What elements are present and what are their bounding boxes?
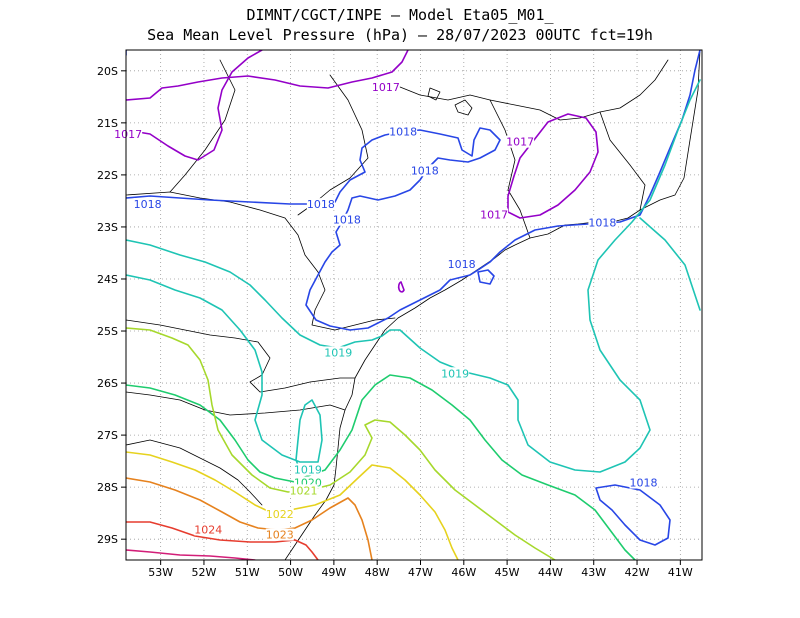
lat-tick-label: 20S [97, 65, 118, 78]
state-border-7 [489, 99, 531, 239]
contour-label-bg [265, 507, 294, 520]
contour-label-bg [289, 484, 318, 497]
contour-label-bg [114, 127, 143, 140]
contour-label: 1017 [114, 128, 142, 141]
contour-label-bg [629, 476, 658, 489]
lat-tick-label: 23S [97, 221, 118, 234]
lon-tick-label: 52W [192, 566, 217, 579]
contour-label: 1017 [506, 136, 534, 149]
state-border-1 [126, 191, 396, 331]
lon-tick-label: 51W [235, 566, 260, 579]
lat-tick-label: 21S [97, 117, 118, 130]
contour-label-bg [332, 213, 361, 226]
lat-tick-label: 24S [97, 273, 118, 286]
contour-label-bg [410, 164, 439, 177]
contour-label-bg [506, 135, 535, 148]
lon-tick-label: 44W [538, 566, 563, 579]
contour-label: 1018 [588, 216, 616, 229]
isobar-1019 [126, 79, 701, 473]
contour-labels: 1017 1017 1017 1017 1018 1018 1018 1018 1018 1018… [114, 81, 658, 542]
lat-tick-label: 26S [97, 377, 118, 390]
contour-label: 1019 [441, 367, 469, 380]
lon-tick-label: 42W [625, 566, 650, 579]
island-2 [427, 87, 441, 101]
chart-title-line-2: Sea Mean Level Pressure (hPa) – 28/07/20… [147, 26, 653, 44]
contour-label-bg [306, 198, 335, 211]
isobar-1024 [126, 521, 319, 560]
contour-label: 1021 [290, 484, 318, 497]
lon-tick-label: 50W [278, 566, 303, 579]
contour-label: 1018 [630, 477, 658, 490]
isobar-1021 [126, 327, 556, 560]
lon-tick-label: 47W [408, 566, 433, 579]
contour-label: 1018 [333, 214, 361, 227]
lon-tick-label: 43W [581, 566, 606, 579]
contour-label-bg [293, 463, 322, 476]
state-border-8 [599, 111, 646, 211]
lat-tick-label: 28S [97, 481, 118, 494]
contour-label-bg [265, 528, 294, 541]
lon-tick-label: 46W [451, 566, 476, 579]
contour-label-bg [447, 257, 476, 270]
state-border-3 [126, 391, 346, 416]
isobar-1025 [126, 549, 256, 560]
contour-label: 1018 [134, 198, 162, 211]
isobar-1020 [126, 374, 636, 560]
lon-tick-label: 41W [668, 566, 693, 579]
coastline [284, 50, 701, 560]
contour-label: 1023 [266, 529, 294, 542]
lat-tick-label: 25S [97, 325, 118, 338]
lon-tick-label: 53W [148, 566, 173, 579]
lat-tick-label: 29S [97, 533, 118, 546]
contour-label: 1019 [324, 346, 352, 359]
chart-title-line-1: DIMNT/CGCT/INPE – Model Eta05_M01_ [246, 6, 554, 24]
contour-label-bg [133, 198, 162, 211]
isobar-1017 [126, 50, 599, 293]
contour-label: 1018 [411, 164, 439, 177]
lat-lon-grid [126, 50, 702, 560]
lat-tick-label: 27S [97, 429, 118, 442]
lat-tick-label: 22S [97, 169, 118, 182]
contour-label: 1022 [266, 508, 294, 521]
contour-label-bg [324, 346, 353, 359]
contour-label-bg [480, 208, 509, 221]
isobar-1023 [126, 477, 373, 560]
state-border-5 [297, 74, 369, 216]
map-frame [125, 49, 703, 561]
axis-ticks: 53W 52W 51W 50W 49W 48W 47W 46W 45W 44W 43W 42W 41W 2… [97, 65, 693, 579]
isobar-1022 [126, 451, 459, 560]
contour-label: 1017 [480, 209, 508, 222]
contour-label-bg [389, 125, 418, 138]
island-1 [454, 99, 473, 116]
contour-label: 1018 [448, 258, 476, 271]
country-border [126, 439, 263, 506]
contour-label-bg [194, 523, 223, 536]
contour-label: 1018 [307, 198, 335, 211]
state-border-4 [169, 59, 236, 193]
lon-tick-label: 45W [495, 566, 520, 579]
contour-label: 1017 [372, 81, 400, 94]
lon-tick-label: 48W [365, 566, 390, 579]
contour-label-bg [371, 81, 400, 94]
isobar-1018 [126, 50, 701, 546]
contour-label: 1019 [294, 464, 322, 477]
contour-label: 1018 [389, 125, 417, 138]
contour-label-bg [588, 216, 617, 229]
state-border-6 [394, 59, 669, 121]
contour-label: 1024 [194, 523, 222, 536]
contour-label-bg [441, 367, 470, 380]
state-border-2 [126, 319, 356, 393]
lon-tick-label: 49W [321, 566, 346, 579]
